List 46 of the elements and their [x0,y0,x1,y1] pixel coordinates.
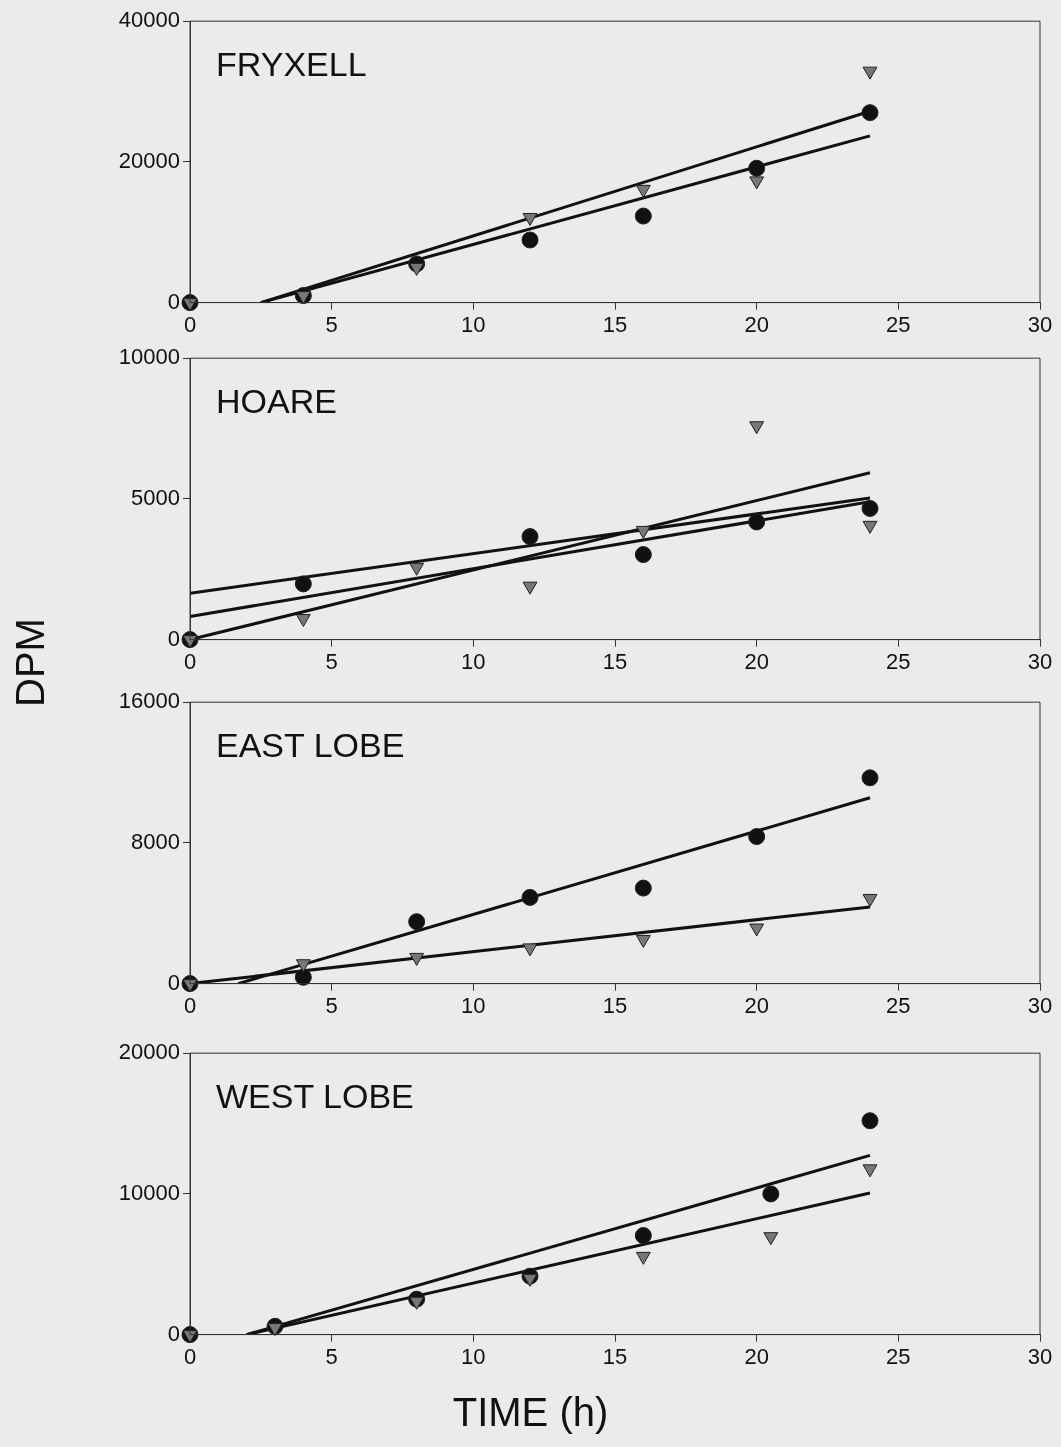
text: HOARE [216,381,337,420]
y-tick-label: 0 [167,625,180,651]
x-tick-label: 5 [325,1343,338,1369]
x-tick-label: 5 [325,648,338,674]
y-tick-label: 16000 [118,688,180,714]
x-tick-label: 5 [325,311,338,337]
x-tick-label: 25 [886,1343,911,1369]
x-tick-label: 15 [602,992,628,1018]
x-tick-label: 10 [461,311,486,337]
x-tick-label: 20 [744,648,769,674]
x-tick-label: 0 [183,648,197,674]
y-tick-label: 10000 [118,1179,180,1205]
y-tick-label: 40000 [118,7,180,33]
x-tick-label: 30 [1027,992,1053,1018]
x-tick-label: 25 [886,311,911,337]
y-axis-title: DPM [7,617,53,709]
y-tick-label: 0 [167,969,180,995]
x-tick-label: 15 [602,1343,628,1369]
x-tick-label: 10 [461,1343,486,1369]
y-tick-label: 0 [167,288,180,314]
x-tick-label: 0 [183,1343,197,1369]
y-tick-label: 20000 [118,147,180,173]
y-tick-label: 20000 [118,1039,180,1065]
x-tick-label: 15 [602,648,628,674]
x-tick-label: 5 [325,992,338,1018]
x-tick-label: 0 [183,311,197,337]
x-tick-label: 25 [886,992,911,1018]
x-tick-label: 30 [1027,311,1053,337]
y-tick-label: 10000 [118,344,180,370]
x-tick-label: 20 [744,1343,769,1369]
x-axis-title: TIME (h) [451,1390,610,1435]
x-tick-label: 10 [461,648,486,674]
x-tick-label: 20 [744,992,769,1018]
text: WEST LOBE [216,1076,414,1115]
x-tick-label: 30 [1027,648,1053,674]
y-tick-label: 8000 [131,828,180,854]
text: EAST LOBE [216,725,405,764]
y-tick-label: 5000 [131,484,180,510]
x-tick-label: 30 [1027,1343,1053,1369]
x-tick-label: 10 [461,992,486,1018]
text: FRYXELL [216,44,367,83]
x-tick-label: 15 [602,311,628,337]
x-tick-label: 20 [744,311,769,337]
x-tick-label: 0 [183,992,197,1018]
y-tick-label: 0 [167,1320,180,1346]
x-tick-label: 25 [886,648,911,674]
